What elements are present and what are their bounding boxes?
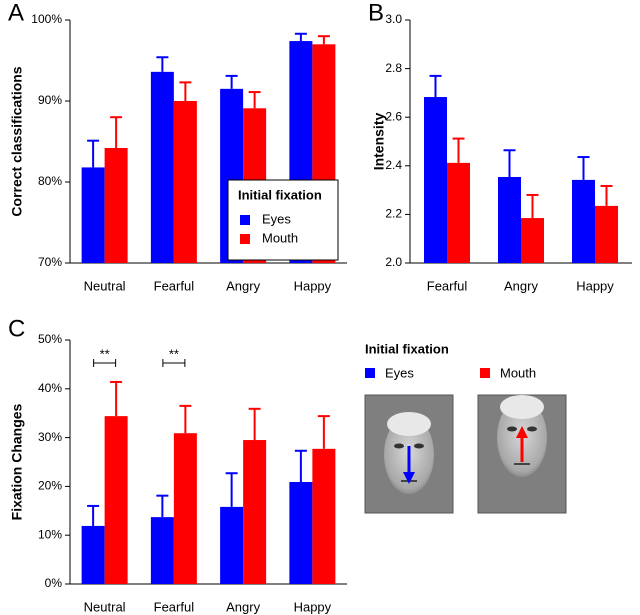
bar xyxy=(312,448,336,584)
error-bar xyxy=(294,449,307,483)
bar xyxy=(104,416,128,584)
error-bar xyxy=(600,184,613,206)
x-tick-label: Angry xyxy=(226,278,260,293)
error-bar xyxy=(317,35,330,45)
panel-label: C xyxy=(8,315,25,342)
x-tick-label: Neutral xyxy=(84,278,126,293)
error-bar xyxy=(87,139,100,168)
error-bar xyxy=(179,404,192,434)
y-tick-label: 10% xyxy=(38,527,62,541)
bar xyxy=(447,162,470,263)
bar xyxy=(498,176,521,263)
y-tick-label: 70% xyxy=(38,255,62,269)
y-axis-label: Intensity xyxy=(371,113,387,171)
bar xyxy=(150,71,174,263)
y-axis-label: Correct classifications xyxy=(9,66,25,216)
error-bar xyxy=(503,149,516,177)
bar xyxy=(81,525,105,584)
legend-swatch xyxy=(365,368,375,378)
y-tick-label: 0% xyxy=(45,576,63,590)
legend-swatch xyxy=(480,368,490,378)
x-tick-label: Happy xyxy=(294,599,332,614)
error-bar xyxy=(225,472,238,507)
y-tick-label: 3.0 xyxy=(385,12,402,26)
bar xyxy=(220,506,244,584)
x-tick-label: Happy xyxy=(294,278,332,293)
legend-label: Eyes xyxy=(262,211,291,226)
error-bar xyxy=(156,494,169,518)
y-tick-label: 40% xyxy=(38,381,62,395)
bar xyxy=(81,167,105,263)
legend-swatch xyxy=(240,215,250,225)
error-bar xyxy=(248,407,261,441)
y-tick-label: 30% xyxy=(38,430,62,444)
bar xyxy=(173,101,197,263)
error-bar xyxy=(156,56,169,72)
legend-swatch xyxy=(240,234,250,244)
bar xyxy=(289,482,313,584)
x-tick-label: Happy xyxy=(576,278,614,293)
bar xyxy=(424,97,447,263)
significance-label: ** xyxy=(100,346,110,361)
y-tick-label: 50% xyxy=(38,332,62,346)
error-bar xyxy=(87,504,100,526)
y-tick-label: 2.2 xyxy=(385,207,402,221)
x-tick-label: Angry xyxy=(226,599,260,614)
legend-label: Mouth xyxy=(500,365,536,380)
error-bar xyxy=(526,193,539,219)
legend-label: Mouth xyxy=(262,230,298,245)
legend-label: Eyes xyxy=(385,365,414,380)
y-axis-label: Fixation Changes xyxy=(9,403,25,520)
y-tick-label: 20% xyxy=(38,479,62,493)
face-mouth-illustration xyxy=(477,394,567,514)
bar xyxy=(150,517,174,584)
bar xyxy=(173,433,197,584)
error-bar xyxy=(225,74,238,89)
error-bar xyxy=(248,91,261,109)
y-tick-label: 2.8 xyxy=(385,61,402,75)
error-bar xyxy=(110,380,123,417)
y-tick-label: 2.4 xyxy=(385,158,402,172)
panel-label: A xyxy=(8,0,24,26)
error-bar xyxy=(577,156,590,180)
x-tick-label: Fearful xyxy=(154,599,195,614)
error-bar xyxy=(317,415,330,449)
x-tick-label: Fearful xyxy=(427,278,468,293)
error-bar xyxy=(452,137,465,163)
bar xyxy=(521,218,544,263)
bar xyxy=(104,147,128,263)
y-tick-label: 80% xyxy=(38,174,62,188)
x-tick-label: Angry xyxy=(504,278,538,293)
legend-title: Initial fixation xyxy=(238,187,322,202)
error-bar xyxy=(429,74,442,98)
y-tick-label: 2.6 xyxy=(385,109,402,123)
significance-label: ** xyxy=(169,346,179,361)
y-tick-label: 90% xyxy=(38,93,62,107)
y-tick-label: 100% xyxy=(31,12,62,26)
bar xyxy=(595,205,618,263)
panel-label: B xyxy=(368,0,384,26)
face-eyes-illustration xyxy=(364,394,454,514)
legend-title: Initial fixation xyxy=(365,341,449,356)
bar xyxy=(243,440,267,584)
y-tick-label: 2.0 xyxy=(385,255,402,269)
error-bar xyxy=(294,32,307,42)
error-bar xyxy=(110,116,123,148)
bar xyxy=(572,179,595,263)
x-tick-label: Fearful xyxy=(154,278,195,293)
error-bar xyxy=(179,81,192,101)
x-tick-label: Neutral xyxy=(84,599,126,614)
